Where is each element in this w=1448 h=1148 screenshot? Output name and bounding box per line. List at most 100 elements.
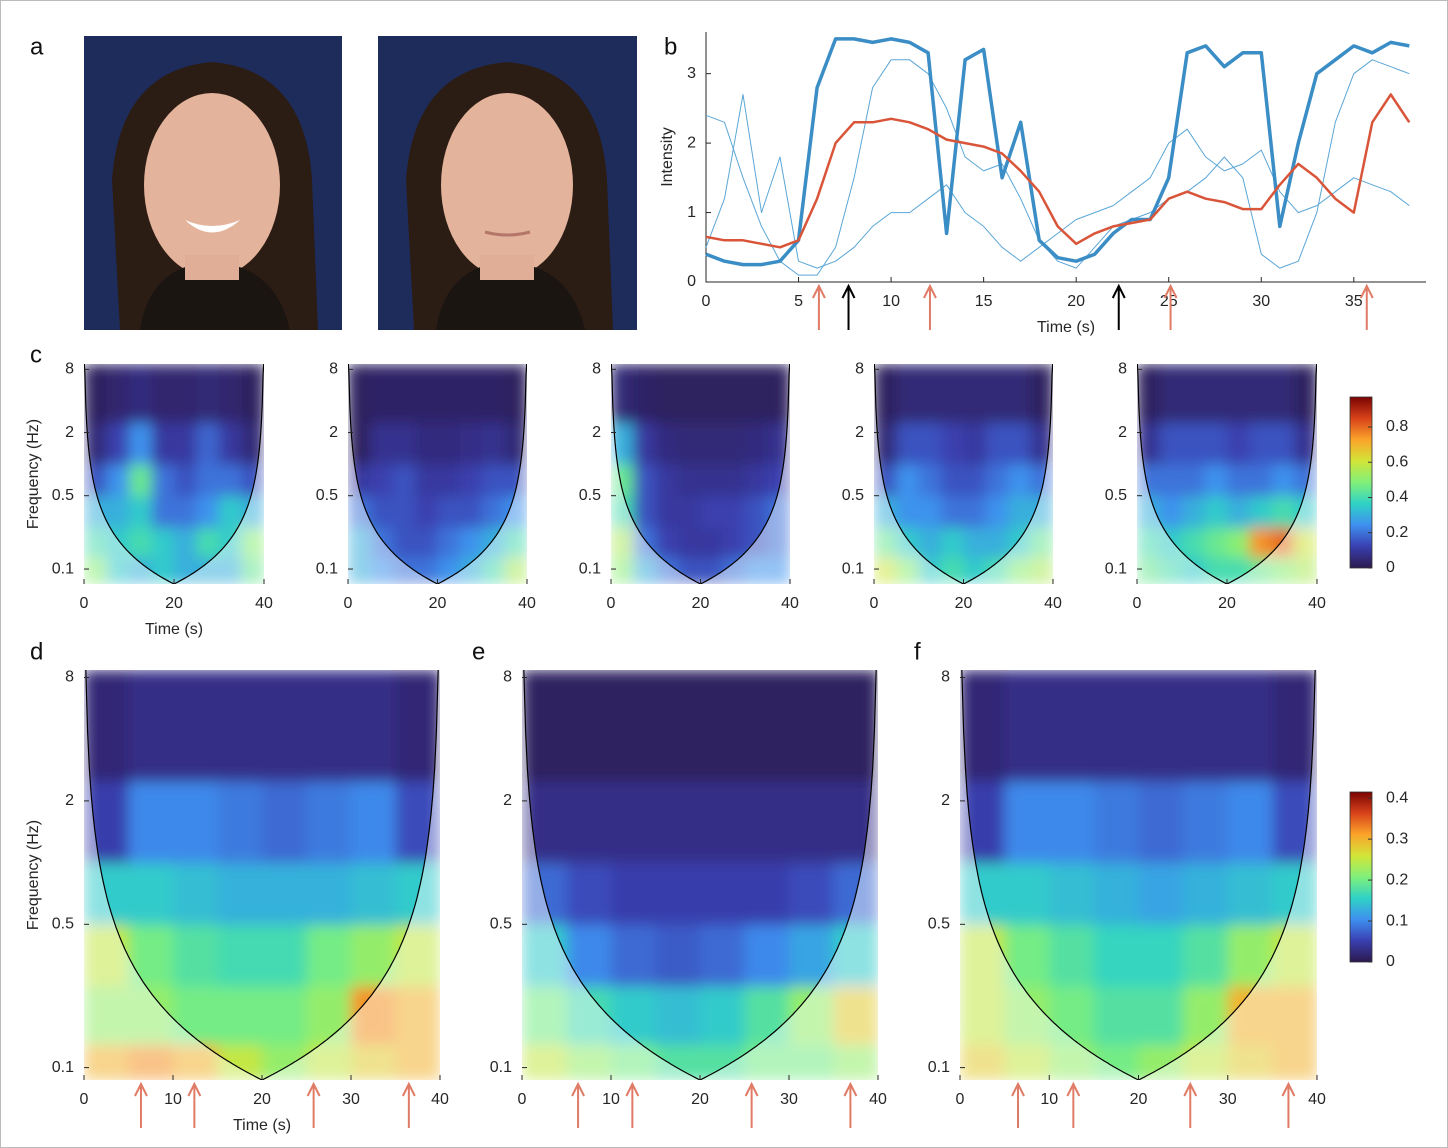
heatmap-cell (262, 1044, 307, 1080)
heatmap-cell (767, 557, 790, 584)
heatmap-cell (1294, 364, 1317, 423)
heatmap-cell (611, 364, 634, 423)
y-tick-label: 0.1 (842, 560, 864, 577)
heatmap-cell (173, 781, 218, 864)
y-tick-label: 0.5 (1105, 487, 1127, 504)
heatmap-cell (1272, 670, 1317, 782)
heatmap-cell (1138, 986, 1184, 1045)
heatmap-cell (722, 527, 746, 558)
heatmap-cell (960, 924, 1006, 987)
heatmap-cell (700, 464, 724, 497)
heatmap-cell (941, 495, 964, 528)
x-axis-label: Time (s) (233, 1117, 291, 1134)
heatmap-cell (918, 495, 942, 528)
heatmap-cell (174, 527, 197, 558)
heatmap-cell (566, 924, 612, 987)
colorbar-tick-label: 0.4 (1386, 489, 1408, 506)
heatmap-cell (262, 670, 307, 782)
heatmap-cell (106, 527, 130, 558)
heatmap-cell (1182, 557, 1205, 584)
heatmap-cell (196, 364, 220, 423)
heatmap-cell (1004, 1044, 1050, 1080)
x-tick-label: 15 (975, 293, 993, 310)
heatmap-cell (633, 464, 657, 497)
heatmap-cell (348, 527, 371, 558)
heatmap-cell (1159, 422, 1183, 465)
heatmap-cell (1137, 527, 1160, 558)
heatmap-cell (1182, 364, 1205, 423)
x-tick-label: 20 (429, 595, 447, 612)
heatmap-cell (1138, 781, 1184, 864)
heatmap-cell (106, 422, 130, 465)
heatmap-cell (678, 557, 701, 584)
panel-label: d (30, 638, 43, 665)
heatmap-cell (174, 422, 197, 465)
heatmap-cell (219, 464, 242, 497)
heatmap-cell (918, 557, 942, 584)
heatmap-cell (566, 781, 612, 864)
arrow (812, 283, 826, 330)
heatmap-cell (129, 495, 152, 528)
heatmap-cell (896, 464, 920, 497)
heatmap-cell (437, 527, 461, 558)
heatmap-cell (1272, 924, 1317, 987)
x-tick-label: 0 (607, 595, 616, 612)
x-axis-label: Time (s) (1037, 319, 1095, 336)
heatmap-cell (1204, 422, 1228, 465)
heatmap-cell (395, 986, 440, 1045)
heatmap-cell (941, 364, 964, 423)
heatmap-cell (415, 422, 438, 465)
heatmap-cell (1249, 495, 1273, 528)
heatmap-cell (1049, 781, 1095, 864)
heatmap-cell (437, 422, 461, 465)
heatmap-cell (219, 422, 242, 465)
heatmap-cell (106, 364, 130, 423)
heatmap-cell (351, 781, 396, 864)
photo-neutral (378, 36, 637, 330)
heatmap-cell (789, 986, 834, 1045)
y-tick-label: 8 (65, 361, 74, 378)
heatmap-cell (1204, 364, 1228, 423)
heatmap-cell (1138, 862, 1184, 925)
heatmap-cell (833, 1044, 878, 1080)
heatmap-cell (1227, 862, 1273, 925)
x-tick-label: 0 (80, 595, 89, 612)
heatmap-cell (217, 781, 263, 864)
heatmap-cell (437, 557, 461, 584)
y-tick-label: 8 (503, 669, 512, 686)
heatmap-cell (1093, 986, 1139, 1045)
colorbar-tick-label: 0.6 (1386, 453, 1408, 470)
heatmap-cell (633, 364, 657, 423)
heatmap-cell (395, 670, 440, 782)
coi-line (85, 670, 439, 1080)
heatmap-cell (522, 986, 567, 1045)
heatmap-cell (1004, 924, 1050, 987)
arrow (1281, 1081, 1296, 1128)
y-tick-label: 2 (855, 424, 864, 441)
heatmap-cells (611, 364, 790, 584)
x-tick-label: 0 (956, 1091, 965, 1108)
y-tick-label: 0.1 (1105, 560, 1127, 577)
heatmap-cell (1249, 364, 1273, 423)
heatmap-cell (566, 670, 612, 782)
heatmap-cell (611, 495, 634, 528)
heatmap-cell (1249, 464, 1273, 497)
heatmap-cells (348, 364, 527, 584)
heatmap-cell (392, 422, 416, 465)
heatmap-cell (219, 527, 242, 558)
heatmap-cell (985, 527, 1009, 558)
x-tick-label: 40 (869, 1091, 887, 1108)
heatmap-cell (219, 364, 242, 423)
heatmap-cell (963, 464, 987, 497)
y-axis-label: Intensity (659, 127, 676, 187)
heatmap-cell (700, 1044, 745, 1080)
coi-shade (1137, 364, 1317, 584)
colorbar-tick-label: 0 (1386, 953, 1395, 970)
heatmap-cell (1049, 924, 1095, 987)
arrow (571, 1081, 585, 1128)
heatmap-cell (173, 924, 218, 987)
colorbar-tick-label: 0.2 (1386, 524, 1408, 541)
heatmap-cell (918, 527, 942, 558)
arrow (1163, 283, 1178, 330)
y-tick-label: 8 (329, 361, 338, 378)
